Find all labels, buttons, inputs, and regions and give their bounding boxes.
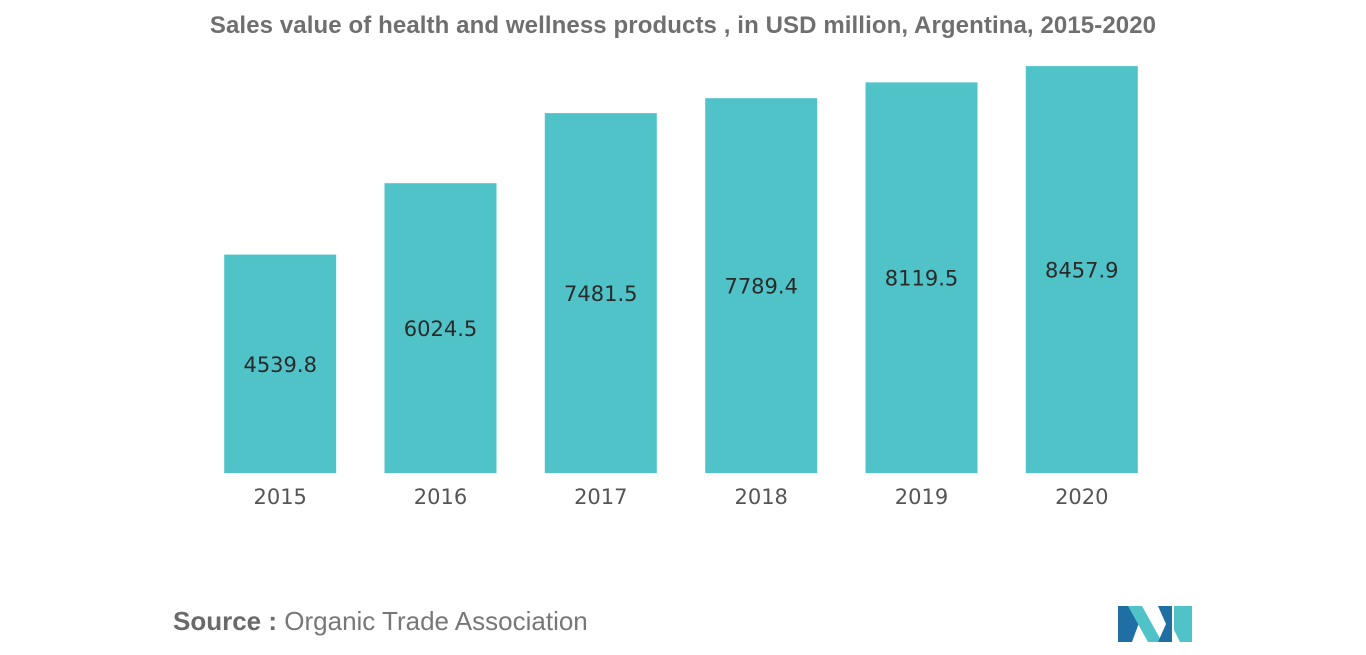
source-note: Source : Organic Trade Association [173, 606, 588, 637]
x-tick-2018: 2018 [734, 485, 787, 509]
value-labels-layer: 4539.8 6024.5 7481.5 7789.4 8119.5 8457.9 [243, 259, 1118, 377]
bar-2019 [865, 82, 978, 474]
source-label: Source : [173, 606, 278, 636]
bar-2020 [1025, 66, 1138, 473]
value-label-2019: 8119.5 [885, 267, 958, 291]
x-tick-2015: 2015 [253, 485, 306, 509]
x-tick-2016: 2016 [414, 485, 467, 509]
x-tick-2020: 2020 [1055, 485, 1108, 509]
company-logo-icon [1118, 606, 1192, 642]
bar-2015 [224, 254, 337, 473]
x-axis-ticks: 2015 2016 2017 2018 2019 2020 [253, 485, 1108, 509]
value-label-2020: 8457.9 [1045, 259, 1118, 283]
value-label-2017: 7481.5 [564, 282, 637, 306]
x-tick-2019: 2019 [895, 485, 948, 509]
source-text: Organic Trade Association [284, 606, 588, 636]
bar-2017 [544, 113, 657, 473]
x-tick-2017: 2017 [574, 485, 627, 509]
logo-right-light [1174, 606, 1192, 642]
chart-title: Sales value of health and wellness produ… [209, 12, 1157, 39]
value-label-2016: 6024.5 [404, 317, 477, 341]
logo-mid-stroke [1128, 606, 1162, 642]
logo-right-dark [1158, 606, 1172, 642]
value-label-2018: 7789.4 [724, 275, 797, 299]
bars-layer [224, 66, 1138, 474]
value-label-2015: 4539.8 [243, 353, 316, 377]
bar-2016 [384, 183, 497, 473]
bar-2018 [705, 98, 818, 473]
